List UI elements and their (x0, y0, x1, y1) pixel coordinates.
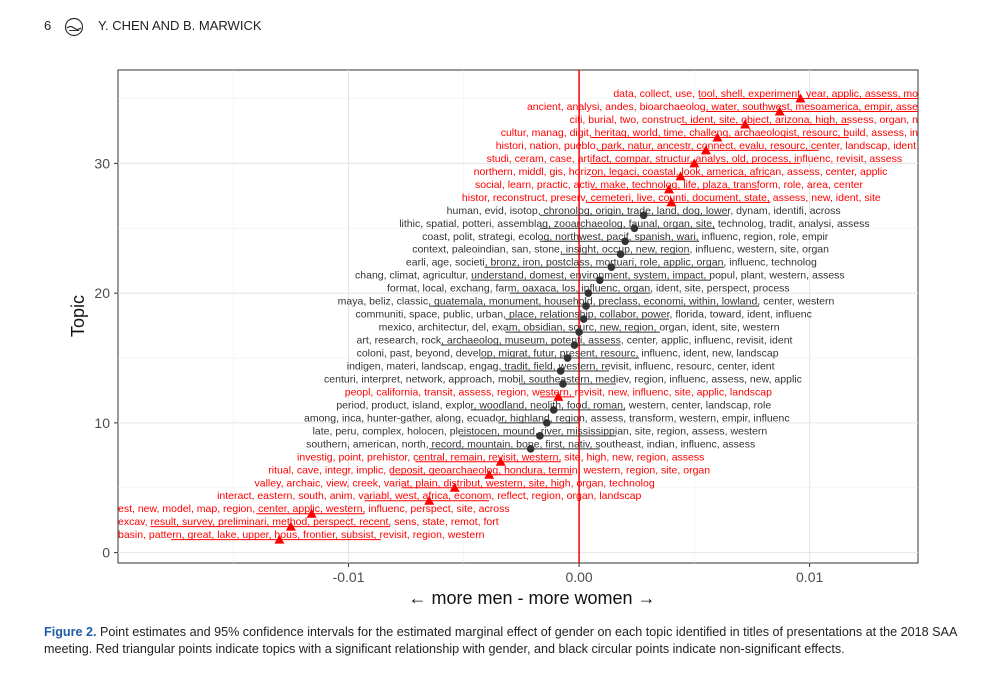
point-estimate (526, 445, 535, 453)
authors: Y. CHEN AND B. MARWICK (98, 18, 262, 33)
y-tick-label: 10 (94, 415, 110, 431)
topic-label: human, evid, isotop, chronolog, origin, … (447, 205, 841, 217)
point-estimate (666, 197, 677, 207)
point-estimate (559, 380, 567, 388)
topic-label: basin, pattern, great, lake, upper, hous… (118, 529, 485, 541)
point-estimate (630, 224, 639, 233)
topic-label: late, peru, complex, holocen, pleistocen… (313, 425, 768, 437)
point-estimate (570, 341, 579, 349)
point-estimate (700, 145, 711, 155)
point-estimate (549, 406, 558, 414)
topic-label: citi, burial, two, construct, ident, sit… (570, 114, 919, 126)
caption: Figure 2. Point estimates and 95% confid… (44, 624, 959, 658)
topic-label: excav, result, survey, preliminari, meth… (118, 516, 499, 528)
topic-label: cultur, manag, digit, heritag, world, ti… (501, 127, 918, 139)
topic-label: southern, american, north, record, mount… (306, 438, 755, 450)
topic-label: coast, polit, strategi, ecolog, northwes… (422, 231, 829, 243)
point-estimate (740, 119, 751, 129)
point-estimate (664, 184, 675, 194)
topic-label: ancient, analysi, andes, bioarchaeolog, … (527, 101, 918, 113)
point-estimate (495, 456, 506, 466)
topic-label: chang, climat, agricultur, understand, d… (355, 270, 845, 282)
x-tick-label: -0.01 (333, 569, 365, 585)
y-axis-title: Topic (68, 295, 88, 337)
point-estimate (675, 171, 686, 181)
topic-label: centuri, interpret, network, approach, m… (324, 373, 802, 385)
y-tick-label: 20 (94, 285, 110, 301)
point-estimate (575, 328, 583, 336)
topic-label: coloni, past, beyond, develop, migrat, f… (357, 348, 779, 360)
x-tick-label: 0.00 (565, 569, 592, 585)
topic-label: mexico, architectur, del, exam, obsidian… (379, 322, 780, 334)
topic-label: communiti, space, public, urban, place, … (355, 309, 811, 321)
point-estimate (616, 250, 625, 259)
topic-label: art, research, rock, archaeolog, museum,… (356, 335, 792, 347)
topic-label: indigen, materi, landscap, engag, tradit… (347, 360, 775, 372)
point-estimate (556, 367, 565, 375)
y-tick-label: 0 (102, 545, 110, 561)
point-estimate (584, 289, 593, 297)
topic-label: format, local, exchang, farm, oaxaca, lo… (387, 283, 790, 295)
topic-label: earli, age, societi, bronz, iron, postcl… (406, 257, 817, 269)
x-tick-label: 0.01 (796, 569, 823, 585)
topic-label: period, product, island, explor, woodlan… (336, 399, 771, 411)
topic-label: lithic, spatial, potteri, assemblag, zoo… (399, 218, 869, 230)
y-tick-label: 30 (94, 155, 110, 171)
marks: data, collect, use, tool, shell, experim… (118, 70, 919, 563)
point-estimate (689, 158, 700, 168)
plot-panel (117, 69, 919, 564)
point-estimate (621, 237, 630, 246)
point-estimate (543, 419, 551, 427)
x-axis-title: ← more men - more women → (408, 588, 655, 608)
topic-label: data, collect, use, tool, shell, experim… (613, 88, 918, 100)
page-number: 6 (44, 18, 52, 33)
caption-label: Figure 2. (44, 625, 97, 639)
point-estimate (607, 263, 616, 272)
point-estimate (563, 354, 572, 362)
point-estimate (306, 508, 317, 518)
point-estimate (553, 391, 564, 401)
point-estimate (795, 93, 806, 103)
topic-label: est, new, model, map, region, center, ap… (118, 503, 510, 515)
point-estimate (582, 302, 590, 310)
point-estimate (274, 534, 285, 544)
point-estimate (712, 132, 723, 142)
point-estimate (484, 469, 495, 479)
caption-text: Point estimates and 95% confidence inter… (44, 625, 957, 656)
topic-label: among, inca, hunter-gather, along, ecuad… (304, 412, 790, 424)
point-estimate (579, 315, 588, 323)
point-estimate (639, 211, 648, 220)
point-estimate (596, 276, 604, 284)
point-estimate (285, 521, 296, 531)
topic-label: maya, beliz, classic, guatemala, monumen… (338, 296, 835, 308)
point-estimate (424, 495, 435, 505)
journal-logo (64, 17, 84, 37)
grid (118, 70, 918, 563)
point-estimate (449, 482, 460, 492)
axes: -0.01 0.00 0.01 0 10 20 30 (94, 155, 823, 585)
topic-label: context, paleoindian, san, stone, insigh… (412, 244, 829, 256)
point-estimate (774, 106, 785, 116)
point-estimate (536, 432, 544, 440)
chart: ← more men - more women → Topic data, co… (68, 69, 919, 608)
